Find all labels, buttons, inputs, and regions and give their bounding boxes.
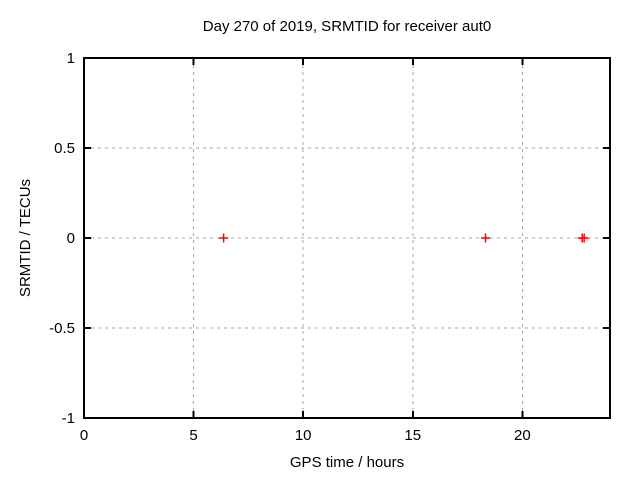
x-tick-label: 15 — [404, 427, 421, 444]
y-tick-label: -1 — [62, 410, 75, 427]
grid-layer — [84, 58, 610, 418]
y-axis-label: SRMTID / TECUs — [17, 179, 34, 297]
y-tick-label: 0 — [67, 230, 75, 247]
data-point-marker — [481, 233, 491, 243]
y-tick-label: 0.5 — [54, 140, 75, 157]
x-tick-label: 10 — [295, 427, 312, 444]
x-tick-label: 0 — [80, 427, 88, 444]
data-point-marker — [579, 233, 589, 243]
data-marker-layer — [219, 233, 589, 243]
axis-layer — [83, 57, 611, 419]
x-tick-label: 5 — [189, 427, 197, 444]
x-tick-label: 20 — [514, 427, 531, 444]
data-point-marker — [219, 233, 229, 243]
y-tick-label: 1 — [67, 50, 75, 67]
x-axis-label: GPS time / hours — [290, 454, 404, 471]
y-tick-label: -0.5 — [49, 320, 75, 337]
chart-title: Day 270 of 2019, SRMTID for receiver aut… — [203, 18, 491, 35]
tick-label-layer: 0 5 10 15 20 -1 -0.5 0 0.5 1 — [49, 50, 531, 444]
